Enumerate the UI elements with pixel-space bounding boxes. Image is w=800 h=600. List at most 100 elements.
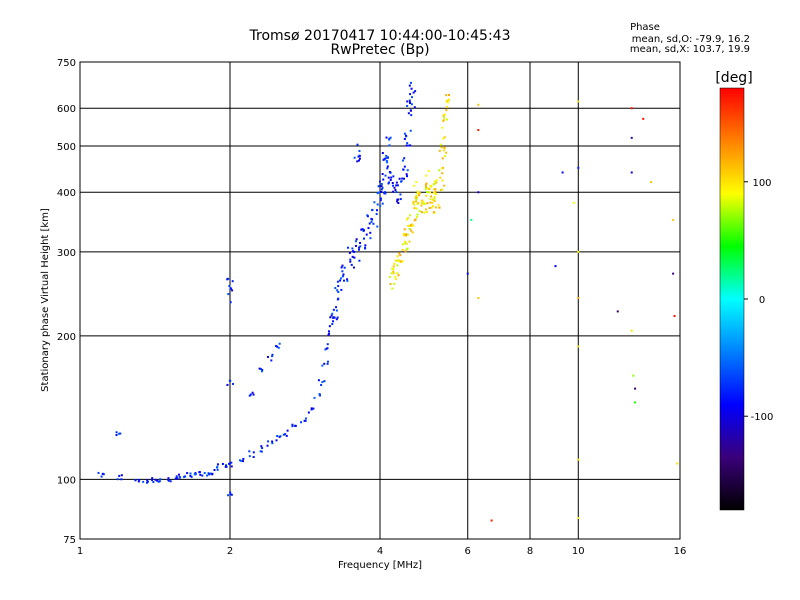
y-tick-label: 75 [63,535,76,546]
echo-point [102,473,105,476]
echo-point [424,183,427,186]
echo-point [672,218,675,221]
echo-point [174,477,177,480]
echo-point [328,332,331,335]
echo-point [445,151,448,154]
echo-point [186,472,189,475]
echo-point [411,231,414,234]
echo-point [198,471,201,474]
echo-point [230,461,233,464]
echo-point [442,166,445,169]
echo-point [403,232,406,235]
echo-point [426,187,429,190]
echo-point [390,176,393,179]
echo-point [382,178,385,181]
echo-point [326,362,329,365]
echo-point [134,479,137,482]
echo-point [321,381,324,384]
echo-point [370,220,373,223]
echo-point [343,266,346,269]
echo-point [441,157,444,160]
echo-point [231,280,234,283]
echo-point [673,315,676,318]
echo-point [356,143,359,146]
echo-point [396,184,399,187]
echo-point [445,118,448,121]
echo-point [326,343,329,346]
echo-point [445,109,448,112]
y-tick-label: 100 [57,475,76,486]
echo-point [430,184,433,187]
echo-point [318,393,321,396]
echo-point [418,210,421,213]
echo-point [413,219,416,222]
echo-point [252,393,255,396]
echo-point [420,211,423,214]
echo-point [291,423,294,426]
echo-point [431,205,434,208]
echo-point [358,157,361,160]
echo-point [371,209,374,212]
echo-point [313,396,316,399]
echo-point [360,228,363,231]
echo-point [403,234,406,237]
echo-point [388,138,391,141]
echo-point [151,479,154,482]
echo-point [396,198,399,201]
x-axis-label: Frequency [MHz] [338,560,422,571]
phase-stats-heading: Phase [630,22,660,33]
echo-point [337,284,340,287]
echo-point [572,201,575,204]
echo-point [208,473,211,476]
echo-point [404,234,407,237]
echo-point [396,272,399,275]
echo-point [391,267,394,270]
colorbar-ticks: 100 0 -100 [744,178,773,423]
echo-point [412,184,415,187]
phase-colorbar: [deg] 100 0 -100 [715,70,773,511]
echo-point [392,267,395,270]
echo-point [337,290,340,293]
echo-point [407,112,410,115]
echo-point [379,199,382,202]
echo-point [490,519,493,522]
echo-point [341,264,344,267]
echo-point [421,202,424,205]
echo-point [404,134,407,137]
echo-point [167,479,170,482]
phase-stats-x: mean, sd,X: 103.7, 19.9 [630,44,750,55]
y-tick-label: 300 [57,248,76,259]
echo-point [379,180,382,183]
echo-point [340,277,343,280]
echo-point [391,182,394,185]
echo-point [433,196,436,199]
echo-point [335,318,338,321]
echo-point [118,474,121,477]
echo-point [175,477,178,480]
echo-point [332,320,335,323]
echo-point [441,172,444,175]
echo-point [224,464,227,467]
echo-point [326,360,329,363]
echo-point [370,217,373,220]
echo-point [393,262,396,265]
echo-point [447,98,450,101]
echo-point [189,474,192,477]
echo-point [477,297,480,300]
echo-point [227,494,230,497]
echo-point [346,279,349,282]
x-tick-label: 16 [674,546,687,557]
echo-point [404,240,407,243]
echo-point [477,103,480,106]
echo-point [238,459,241,462]
echo-point [438,169,441,172]
echo-point [416,203,419,206]
echo-point [115,434,118,437]
echo-point [415,200,418,203]
phase-stats-o: mean, sd,O: -79.9, 16.2 [632,34,750,45]
echo-point [381,173,384,176]
echo-point [385,159,388,162]
echo-point [394,259,397,262]
echo-point [392,175,395,178]
